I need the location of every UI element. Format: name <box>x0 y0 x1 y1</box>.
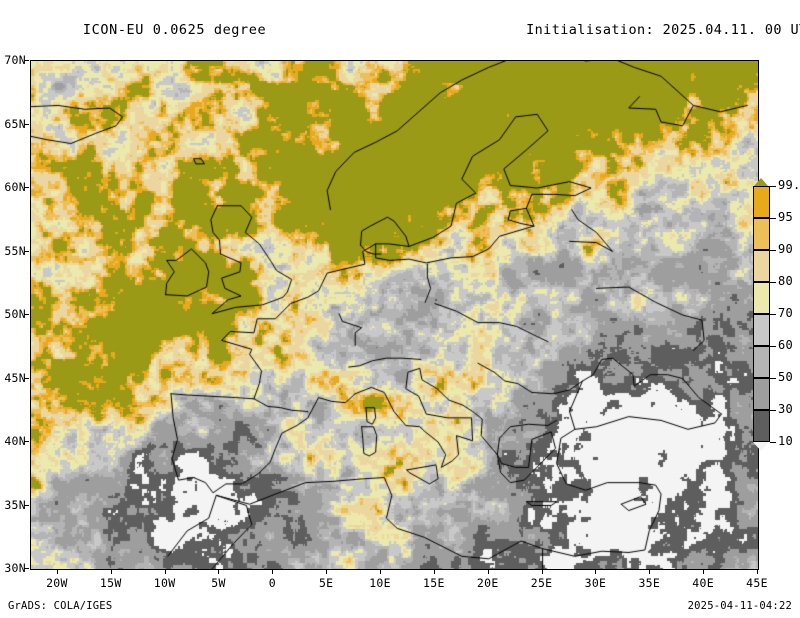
y-axis-tick <box>24 187 29 188</box>
x-axis-tick <box>487 569 489 574</box>
colorbar-tick <box>770 410 776 411</box>
x-axis-tick <box>541 569 543 574</box>
colorbar-band <box>753 250 770 282</box>
x-axis-label: 10E <box>369 576 391 590</box>
y-axis-label: 30N <box>4 561 26 575</box>
y-axis-tick <box>24 377 29 379</box>
y-axis-label: 65N <box>4 116 26 131</box>
colorbar-band <box>753 346 770 378</box>
colorbar-value-label: 80 <box>778 274 794 288</box>
colorbar-band <box>753 410 770 442</box>
colorbar-tick <box>770 346 776 347</box>
colorbar-tick <box>770 314 776 315</box>
x-axis-label: 5E <box>318 576 334 590</box>
colorbar-tick <box>770 442 776 443</box>
x-axis-label: 10W <box>153 576 176 590</box>
colorbar-under-arrow <box>753 442 769 451</box>
y-axis-label: 50N <box>4 307 26 321</box>
x-axis-tick <box>595 569 597 574</box>
chart-header: ICON-EU 0.0625 degree Total Clouds [ %] … <box>0 0 800 75</box>
grads-credit-label: GrADS: COLA/IGES <box>8 600 113 612</box>
x-axis-tick <box>703 569 705 574</box>
x-axis-label: 30E <box>584 576 607 590</box>
x-axis-label: 35E <box>638 576 661 590</box>
colorbar-tick <box>770 378 776 379</box>
colorbar-tick <box>770 218 776 219</box>
colorbar-value-label: 99.5 <box>778 178 800 192</box>
y-axis-tick <box>24 60 29 61</box>
y-axis-tick <box>24 504 29 506</box>
map-plot-frame <box>30 60 759 570</box>
y-axis-label: 40N <box>4 434 26 448</box>
model-name-label: ICON-EU 0.0625 degree <box>82 22 267 38</box>
y-axis-tick <box>24 314 29 315</box>
colorbar-tick <box>770 186 776 187</box>
x-axis-tick <box>757 569 758 574</box>
y-axis-tick <box>24 441 29 442</box>
x-axis-tick <box>380 569 382 574</box>
x-axis-label: 5W <box>211 576 226 590</box>
colorbar-value-label: 95 <box>778 210 794 224</box>
y-axis-label: 35N <box>4 497 26 512</box>
initialisation-label: Initialisation: 2025.04.11. 00 UTC <box>526 22 800 38</box>
y-axis-tick <box>24 123 29 125</box>
x-axis-tick <box>433 569 435 574</box>
x-axis-tick <box>164 569 166 574</box>
colorbar-over-arrow <box>753 178 769 187</box>
x-axis-label: 45E <box>746 576 768 590</box>
colorbar-value-label: 50 <box>778 370 794 384</box>
x-axis-label: 20W <box>46 576 68 590</box>
colorbar <box>753 186 770 442</box>
x-axis-label: 15W <box>99 576 122 590</box>
colorbar-value-label: 90 <box>778 242 794 256</box>
colorbar-band <box>753 378 770 410</box>
colorbar-tick <box>770 250 776 251</box>
y-axis-tick <box>24 568 29 569</box>
total-cloud-cover-map <box>31 61 758 569</box>
y-axis-label: 45N <box>4 370 26 385</box>
x-axis-tick <box>218 569 220 574</box>
x-axis-tick <box>649 569 651 574</box>
x-axis-label: 25E <box>530 576 553 590</box>
colorbar-band <box>753 186 770 218</box>
y-axis-label: 55N <box>4 243 26 258</box>
colorbar-tick <box>770 282 776 283</box>
x-axis-tick <box>110 569 112 574</box>
x-axis-tick <box>326 569 328 574</box>
colorbar-band <box>753 218 770 250</box>
generation-timestamp-label: 2025-04-11-04:22 <box>687 600 792 612</box>
colorbar-value-label: 30 <box>778 402 794 416</box>
colorbar-value-label: 60 <box>778 338 794 352</box>
x-axis-label: 20E <box>476 576 499 590</box>
x-axis-tick <box>272 569 274 574</box>
colorbar-value-label: 70 <box>778 306 794 320</box>
x-axis-label: 0 <box>268 576 276 590</box>
x-axis-tick <box>56 569 58 574</box>
x-axis-label: 15E <box>423 576 445 590</box>
colorbar-band <box>753 282 770 314</box>
y-axis-label: 60N <box>4 180 26 194</box>
y-axis-tick <box>24 250 29 252</box>
y-axis-label: 70N <box>4 53 26 67</box>
x-axis-label: 40E <box>692 576 714 590</box>
colorbar-value-label: 10 <box>778 434 794 448</box>
colorbar-band <box>753 314 770 346</box>
